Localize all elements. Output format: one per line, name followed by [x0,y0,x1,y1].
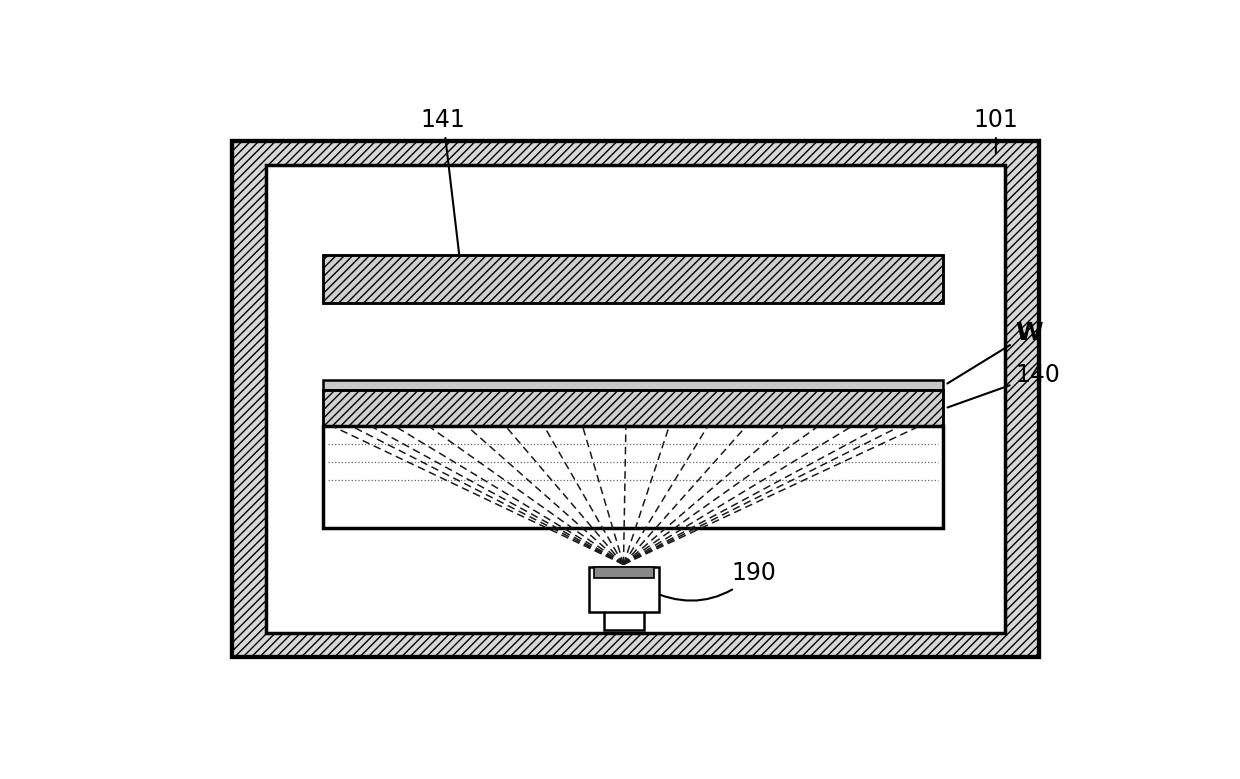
Text: W: W [947,322,1043,383]
Bar [324,379,942,390]
Text: 190: 190 [647,562,776,601]
Bar [604,609,644,630]
Bar [324,426,942,528]
Text: 101: 101 [973,108,1018,153]
Bar [324,390,942,426]
Text: 140: 140 [947,363,1060,407]
Bar [232,142,1039,657]
Bar [232,142,1039,657]
Bar [324,390,942,426]
Bar [324,256,942,303]
Text: 141: 141 [420,108,466,280]
Bar [594,567,653,578]
Bar [589,567,658,612]
Bar [324,256,942,303]
Bar [265,165,1006,633]
